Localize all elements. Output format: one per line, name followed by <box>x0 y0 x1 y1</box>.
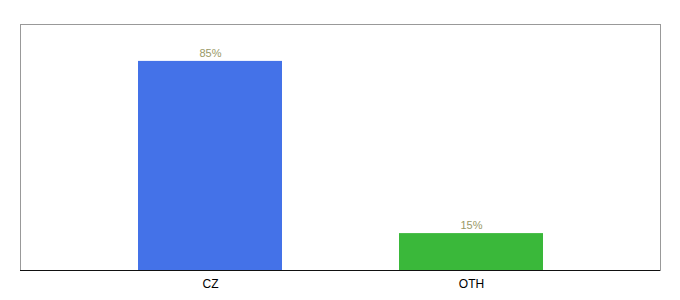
svg-text:85%: 85% <box>199 47 221 59</box>
svg-text:OTH: OTH <box>459 277 484 291</box>
svg-text:15%: 15% <box>460 219 482 231</box>
svg-text:CZ: CZ <box>203 277 219 291</box>
